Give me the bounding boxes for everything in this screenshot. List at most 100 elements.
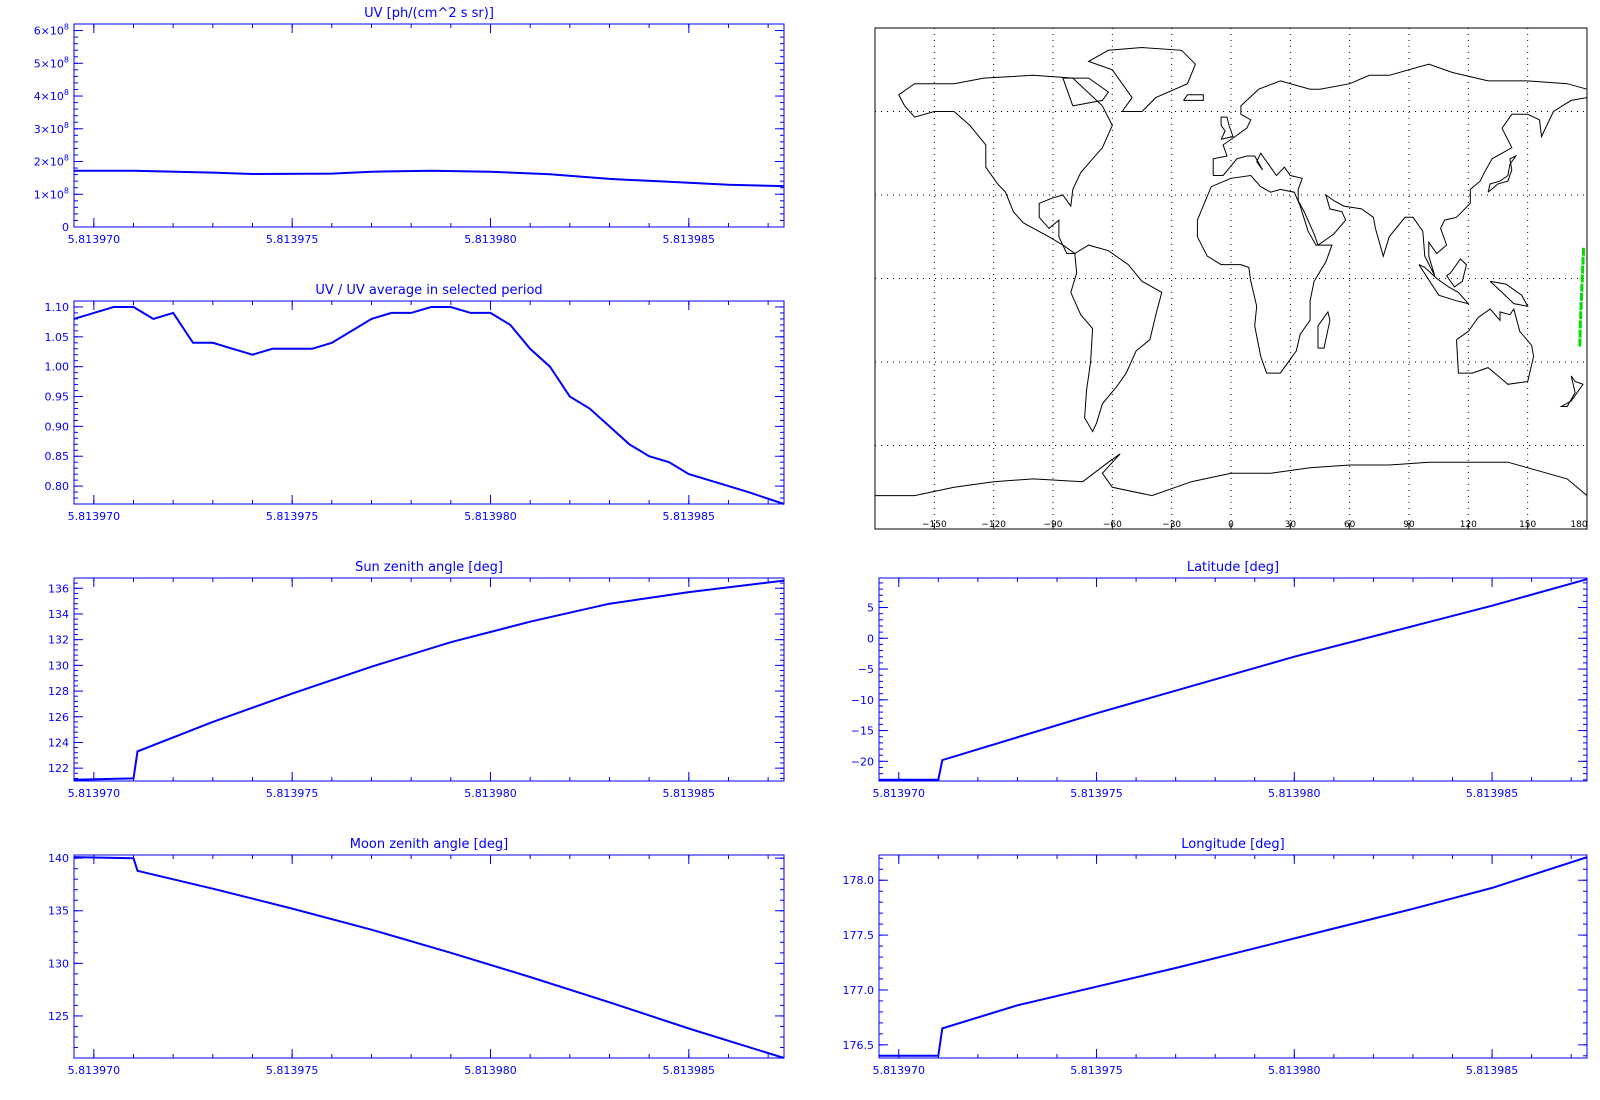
y-tick-label: −15 xyxy=(851,725,874,738)
y-tick-label: 0.85 xyxy=(45,450,70,463)
world-map: −150 −120 −90 −60 −30 0 30 60 90 120 150 180 xyxy=(874,27,1588,530)
coastline-north-america xyxy=(898,74,1113,254)
y-tick-text: 0 xyxy=(62,221,69,234)
coastline-new-zealand xyxy=(1559,375,1584,407)
plot-frame xyxy=(73,577,785,782)
x-tick-label: 5.813975 xyxy=(266,1064,319,1077)
y-tick-text: −15 xyxy=(851,725,874,738)
y-tick-text: 136 xyxy=(48,582,69,595)
series-line-sun_zenith xyxy=(73,579,785,781)
chart-uv_ratio: UV / UV average in selected period 5.8139… xyxy=(45,283,785,523)
x-tick-label: 5.813970 xyxy=(68,233,121,246)
series-line-longitude xyxy=(879,856,1588,1057)
y-tick-label: 0.80 xyxy=(45,480,70,493)
chart-title: Latitude [deg] xyxy=(1187,560,1279,575)
y-tick-exponent: 8 xyxy=(64,186,69,195)
y-tick-label: 1.05 xyxy=(45,331,70,344)
map-longitude-ticks: −150 −120 −90 −60 −30 0 30 60 90 120 150 180 xyxy=(922,520,1588,530)
coastline-south-america xyxy=(1070,244,1163,433)
x-tick-label: 5.813985 xyxy=(1466,787,1519,800)
track-point xyxy=(1581,247,1585,256)
y-tick-label: 1.00 xyxy=(45,361,70,374)
series-line-moon_zenith xyxy=(73,856,785,1059)
y-tick-label: 1.10 xyxy=(45,301,70,314)
track-point xyxy=(1578,329,1582,338)
x-tick-label: 5.813980 xyxy=(1268,787,1321,800)
map-x-tick-label: −60 xyxy=(1103,520,1122,530)
y-tick-label: 126 xyxy=(48,711,69,724)
track-point xyxy=(1581,265,1585,274)
track-point xyxy=(1578,338,1582,347)
y-tick-exponent: 8 xyxy=(64,55,69,64)
x-tick-label: 5.813975 xyxy=(1070,787,1123,800)
coastline-europe-asia xyxy=(1212,63,1588,276)
series-line-uv xyxy=(74,169,785,188)
map-x-tick-label: 60 xyxy=(1344,520,1356,530)
chart-latitude: Latitude [deg] 5.813970 5.813975 5.813980 5.… xyxy=(851,560,1588,800)
y-tick-label: 4×108 xyxy=(34,88,69,103)
y-tick-text: −20 xyxy=(851,755,874,768)
plot-frame xyxy=(878,577,1588,782)
x-tick-label: 5.813980 xyxy=(464,1064,517,1077)
y-tick-label: −10 xyxy=(851,694,874,707)
track-point xyxy=(1579,292,1583,301)
y-tick-label: 6×108 xyxy=(34,23,69,38)
chart-title: Sun zenith angle [deg] xyxy=(355,560,503,575)
chart-longitude: Longitude [deg] 5.813970 5.813975 5.813980 5… xyxy=(843,837,1588,1077)
x-tick-label: 5.813980 xyxy=(464,510,517,523)
map-coastlines xyxy=(874,46,1588,513)
y-tick-label: 0.90 xyxy=(45,420,70,433)
x-tick-label: 5.813985 xyxy=(1466,1064,1519,1077)
map-x-tick-label: −30 xyxy=(1162,520,1181,530)
map-x-tick-label: 120 xyxy=(1460,520,1477,530)
x-tick-label: 5.813980 xyxy=(1268,1064,1321,1077)
y-tick-text: 6×10 xyxy=(34,25,64,38)
y-tick-label: 176.5 xyxy=(843,1039,875,1052)
chart-uv: UV [ph/(cm^2 s sr)] 5.813970 5.813975 5.813… xyxy=(34,6,785,246)
y-tick-label: 0 xyxy=(867,632,874,645)
y-tick-label: 5×108 xyxy=(34,55,69,70)
y-tick-text: −5 xyxy=(858,663,874,676)
y-tick-label: 178.0 xyxy=(843,874,875,887)
coastline-greenland xyxy=(1087,46,1196,112)
y-tick-text: 177.0 xyxy=(843,984,875,997)
coastline-indonesia xyxy=(1418,264,1470,305)
plot-frame xyxy=(73,23,785,228)
y-tick-label: 2×108 xyxy=(34,154,69,169)
y-tick-text: 0 xyxy=(867,632,874,645)
y-tick-text: 1×10 xyxy=(34,188,64,201)
y-tick-label: 128 xyxy=(48,685,69,698)
plot-frame xyxy=(878,854,1588,1059)
y-tick-text: 0.80 xyxy=(45,480,70,493)
map-x-tick-label: 180 xyxy=(1570,520,1587,530)
y-tick-label: 134 xyxy=(48,608,69,621)
y-tick-exponent: 8 xyxy=(64,121,69,130)
map-x-tick-label: 30 xyxy=(1285,520,1297,530)
chart-sun_zenith: Sun zenith angle [deg] 5.813970 5.813975 5.… xyxy=(48,560,785,800)
x-tick-label: 5.813970 xyxy=(68,1064,121,1077)
y-tick-label: 130 xyxy=(48,957,69,970)
y-tick-label: 5 xyxy=(867,602,874,615)
x-tick-label: 5.813970 xyxy=(873,1064,926,1077)
y-tick-text: 130 xyxy=(48,957,69,970)
y-tick-label: 177.0 xyxy=(843,984,875,997)
y-tick-text: 1.05 xyxy=(45,331,70,344)
y-tick-text: 0.95 xyxy=(45,391,70,404)
x-tick-label: 5.813975 xyxy=(266,233,319,246)
coastline-australia xyxy=(1456,307,1535,385)
chart-moon_zenith: Moon zenith angle [deg] 5.813970 5.813975 5… xyxy=(48,837,785,1077)
chart-title: Moon zenith angle [deg] xyxy=(350,837,508,852)
x-tick-label: 5.813980 xyxy=(464,233,517,246)
x-tick-label: 5.813970 xyxy=(68,787,121,800)
y-tick-text: 0.90 xyxy=(45,420,70,433)
y-tick-text: 125 xyxy=(48,1010,69,1023)
y-tick-label: 1×108 xyxy=(34,186,69,201)
chart-title: UV / UV average in selected period xyxy=(315,283,542,298)
coastline-iceland xyxy=(1183,94,1204,101)
x-tick-label: 5.813980 xyxy=(464,787,517,800)
y-tick-text: 130 xyxy=(48,659,69,672)
map-x-tick-label: −90 xyxy=(1044,520,1063,530)
x-tick-label: 5.813975 xyxy=(1070,1064,1123,1077)
coastline-uk xyxy=(1220,116,1234,140)
